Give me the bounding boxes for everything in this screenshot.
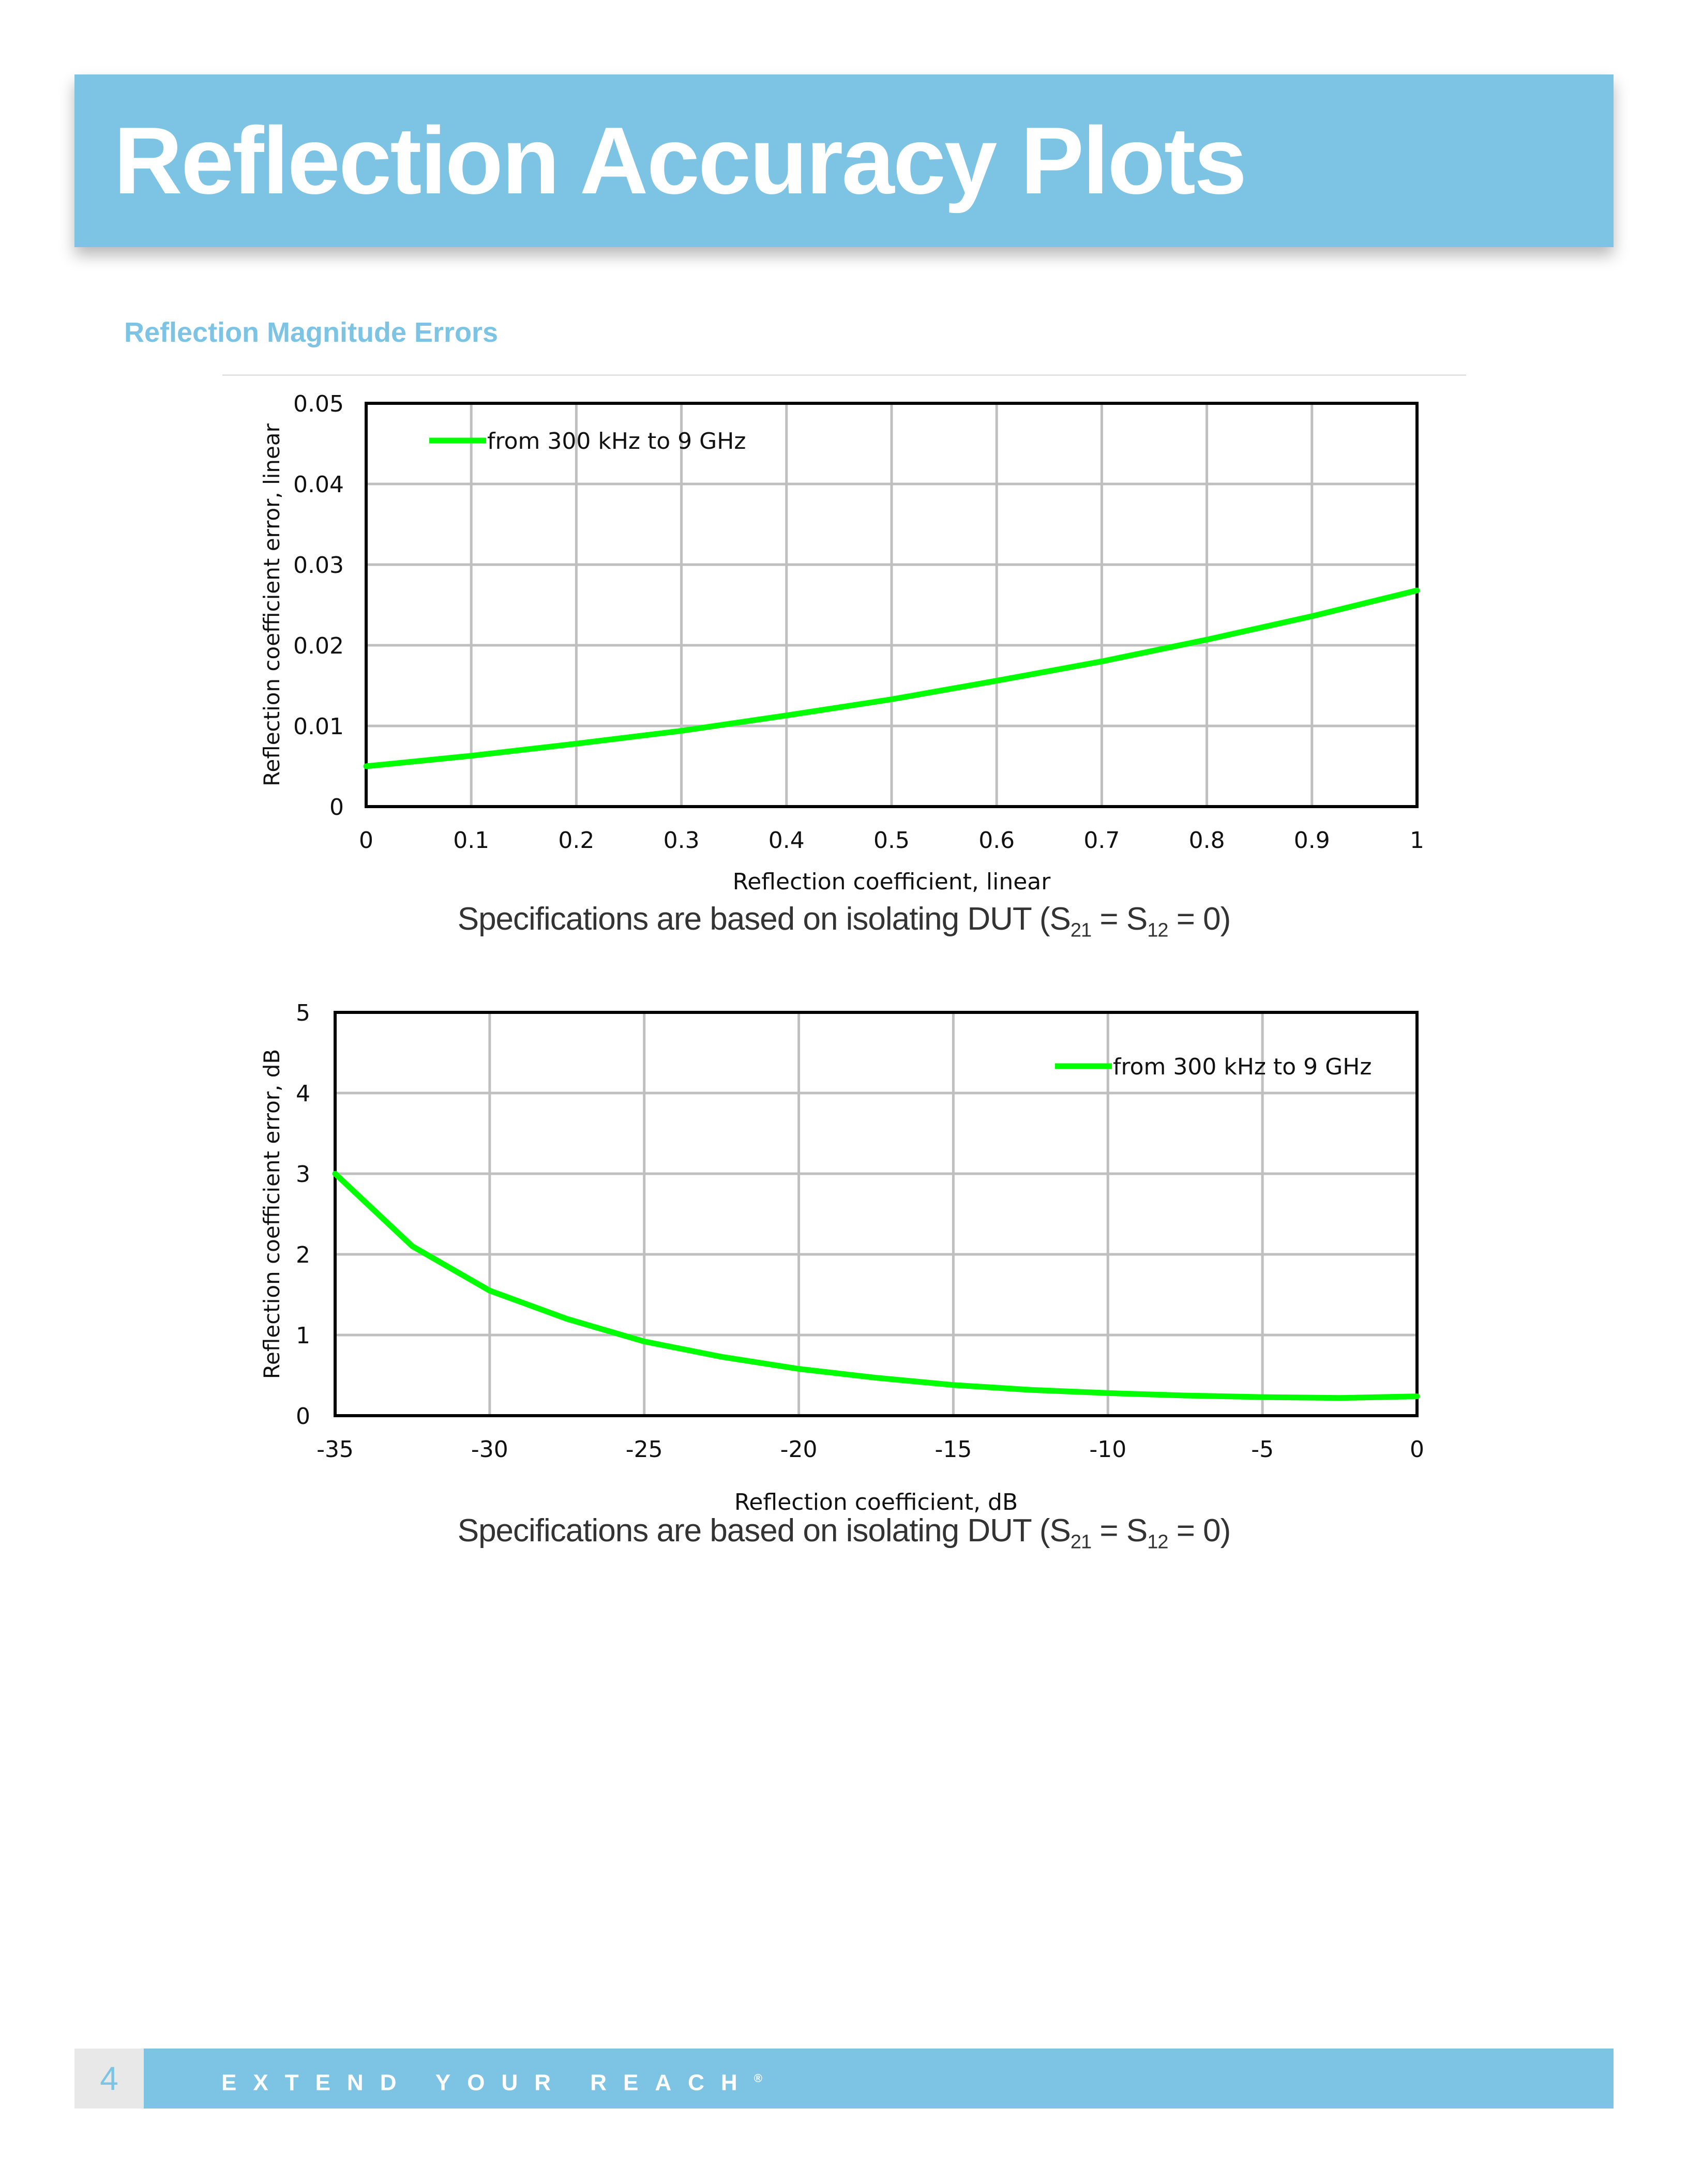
x-tick-label: -15 [935, 1436, 972, 1463]
y-tick-label: 0.02 [293, 633, 344, 659]
y-tick-label: 5 [296, 1000, 310, 1026]
x-tick-label: 0 [1410, 1436, 1424, 1463]
caption-sub-21: 21 [1070, 1531, 1092, 1553]
y-tick-label: 2 [296, 1242, 310, 1268]
y-tick-label: 0 [296, 1403, 310, 1430]
x-tick-label: 0 [359, 827, 373, 854]
caption-suffix: = 0) [1168, 901, 1231, 937]
y-tick-label: 3 [296, 1161, 310, 1188]
y-tick-label: 1 [296, 1323, 310, 1349]
caption-middle: = S [1091, 901, 1148, 937]
x-tick-label: -25 [626, 1436, 663, 1463]
x-tick-label: 0.5 [873, 827, 910, 854]
x-tick-label: 0.8 [1189, 827, 1225, 854]
x-tick-label: 0.9 [1294, 827, 1330, 854]
series-line [332, 1171, 1420, 1401]
y-tick-label: 0.04 [293, 472, 344, 498]
registered-mark: ® [753, 2072, 762, 2085]
linear-error-chart: 0 0.1 0.2 0.3 0.4 0.5 0.6 0.7 0.8 0.9 1 0 0.01 0.02 0.… [259, 391, 1424, 895]
slogan-text: EXTEND YOUR REACH [221, 2070, 754, 2096]
caption-prefix: Specifications are based on isolating DU… [457, 901, 1071, 937]
footer-slogan: EXTEND YOUR REACH® [221, 2049, 762, 2113]
y-tick-label: 0.05 [293, 391, 344, 417]
x-tick-label: -10 [1089, 1436, 1126, 1463]
caption-sub-12: 12 [1147, 919, 1168, 942]
page-title: Reflection Accuracy Plots [114, 107, 1247, 214]
y-tick-label: 0 [329, 794, 344, 821]
x-tick-label: 0.6 [978, 827, 1015, 854]
x-axis-label: Reflection coefficient, dB [734, 1489, 1018, 1515]
plot-frame [334, 1011, 1419, 1417]
x-axis-label: Reflection coefficient, linear [733, 869, 1051, 895]
chart-caption-1: Specifications are based on isolating DU… [0, 901, 1688, 942]
legend-label: from 300 kHz to 9 GHz [1113, 1054, 1372, 1080]
x-tick-label: 0.1 [453, 827, 489, 854]
y-axis-label: Reflection coefficient error, dB [259, 1049, 284, 1379]
caption-sub-12: 12 [1147, 1531, 1168, 1553]
x-tick-label: 1 [1410, 827, 1424, 854]
plot-frame [365, 402, 1419, 808]
x-tick-label: 0.3 [664, 827, 700, 854]
caption-suffix: = 0) [1168, 1513, 1231, 1549]
page-number: 4 [74, 2049, 144, 2109]
legend-label: from 300 kHz to 9 GHz [487, 428, 746, 454]
y-axis-label: Reflection coefficient error, linear [259, 423, 284, 786]
x-tick-label: 0.7 [1083, 827, 1120, 854]
x-tick-label: -20 [780, 1436, 818, 1463]
section-title: Reflection Magnitude Errors [124, 317, 499, 348]
y-tick-label: 0.01 [293, 714, 344, 740]
caption-middle: = S [1091, 1513, 1148, 1549]
section-divider [222, 374, 1466, 376]
footer-banner: EXTEND YOUR REACH® [144, 2049, 1614, 2109]
caption-sub-21: 21 [1070, 919, 1092, 942]
chart-caption-2: Specifications are based on isolating DU… [0, 1512, 1688, 1553]
x-tick-label: -5 [1251, 1436, 1274, 1463]
header-banner: Reflection Accuracy Plots [74, 74, 1614, 247]
y-tick-label: 0.03 [293, 552, 344, 579]
x-tick-label: -35 [317, 1436, 354, 1463]
y-tick-label: 4 [296, 1081, 310, 1107]
db-error-chart: -35 -30 -25 -20 -15 -10 -5 0 0 1 2 3 4 5 Reflection co… [259, 1000, 1424, 1515]
caption-prefix: Specifications are based on isolating DU… [457, 1513, 1071, 1549]
x-tick-label: 0.4 [768, 827, 805, 854]
x-tick-label: 0.2 [558, 827, 594, 854]
x-tick-label: -30 [471, 1436, 508, 1463]
